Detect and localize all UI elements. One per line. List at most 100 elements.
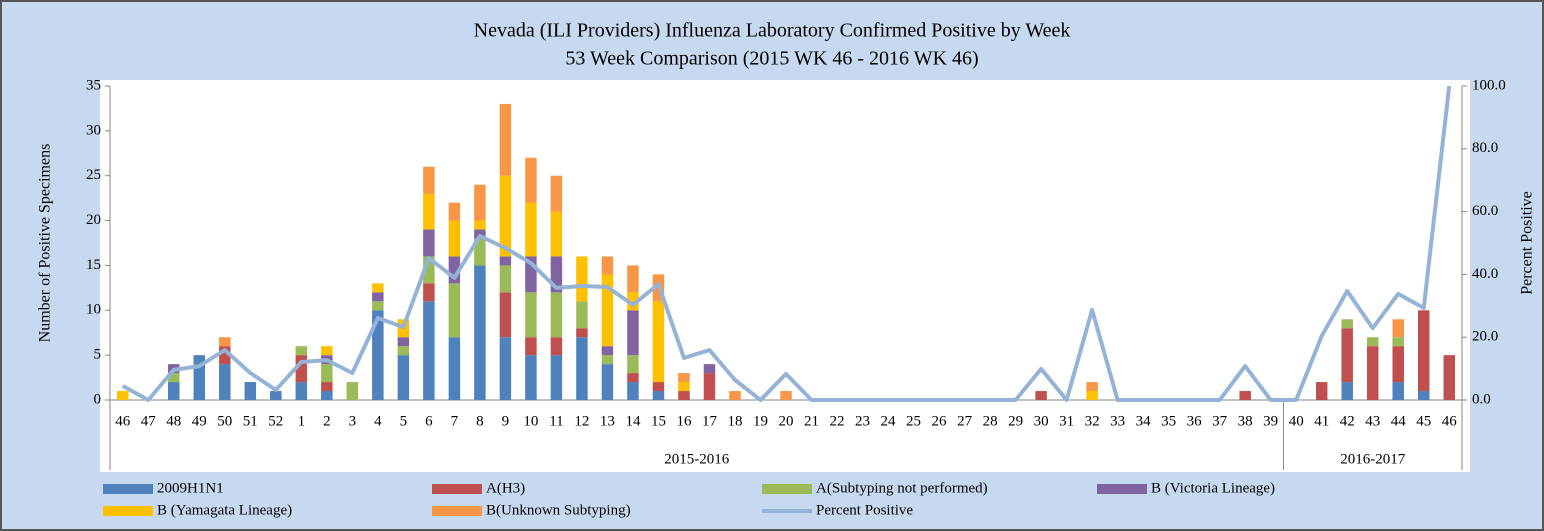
bar-segment [1366,337,1379,347]
bar-segment [219,364,231,400]
bar-segment [703,373,716,400]
legend-swatch [432,484,482,494]
bar-segment [576,328,588,338]
bar-segment [678,391,690,400]
legend-swatch [103,484,153,494]
bar-segment [1341,319,1353,329]
bar-segment [627,382,639,400]
group-label: 2016-2017 [1340,451,1405,467]
x-tick-label: 2 [323,413,331,429]
y2-tick-label: 20.0 [1472,329,1498,345]
x-tick-label: 10 [523,413,538,429]
y-tick-label: 35 [86,77,101,93]
bar-segment [1392,382,1404,400]
bar-segment [295,382,308,400]
x-tick-label: 28 [983,413,998,429]
x-tick-label: 25 [906,413,921,429]
bar-segment [1417,310,1430,392]
bar-segment [525,292,537,338]
bar-segment [321,391,333,400]
x-tick-label: 46 [1442,413,1458,429]
x-tick-label: 20 [779,413,794,429]
x-tick-label: 1 [298,413,306,429]
x-tick-label: 52 [268,413,283,429]
y2-axis-title: Percent Positive [1519,191,1536,295]
bar-segment [550,211,563,257]
x-tick-label: 21 [804,413,819,429]
y-tick-label: 20 [86,212,101,228]
bar-segment [525,337,537,356]
x-tick-label: 3 [349,413,357,429]
bar-segment [1443,355,1455,400]
bar-segment [270,391,282,400]
y2-tick-label: 40.0 [1472,266,1498,282]
plot-area [100,80,1470,472]
bar-segment [372,292,384,302]
x-tick-label: 26 [932,413,948,429]
x-tick-label: 9 [502,413,510,429]
x-tick-label: 15 [651,413,666,429]
x-tick-label: 22 [830,413,845,429]
x-tick-label: 48 [166,413,181,429]
bar-segment [397,346,410,356]
x-tick-label: 43 [1365,413,1380,429]
bar-segment [678,373,690,383]
bar-segment [423,193,435,230]
bar-segment [550,292,563,338]
bar-segment [1341,382,1353,400]
x-tick-label: 40 [1289,413,1304,429]
y2-tick-label: 60.0 [1472,203,1498,219]
x-tick-label: 50 [217,413,232,429]
bar-segment [321,382,333,392]
bar-segment [372,283,384,293]
chart-subtitle: 53 Week Comparison (2015 WK 46 - 2016 WK… [565,48,978,70]
y2-tick-label: 100.0 [1472,77,1506,93]
bar-segment [576,301,588,329]
x-tick-label: 27 [957,413,973,429]
bar-segment [321,346,333,356]
x-tick-label: 6 [425,413,433,429]
bar-segment [474,229,486,239]
x-tick-label: 34 [1136,413,1152,429]
bar-segment [193,355,206,400]
bar-segment [1341,328,1353,383]
x-tick-label: 45 [1416,413,1431,429]
x-tick-label: 51 [243,413,258,429]
bar-segment [219,337,231,347]
legend-swatch [1097,484,1147,494]
y2-tick-label: 0.0 [1472,391,1491,407]
bar-segment [525,202,537,257]
legend-label: B (Yamagata Lineage) [157,502,292,518]
group-label: 2015-2016 [664,451,729,467]
bar-segment [499,175,512,257]
bar-segment [448,337,461,400]
legend-label: 2009H1N1 [157,480,224,496]
bar-segment [423,256,435,284]
bar-segment [703,364,716,374]
x-tick-label: 4 [374,413,382,429]
x-tick-label: 49 [192,413,207,429]
x-tick-label: 46 [115,413,131,429]
bar-segment [678,382,690,392]
bar-segment [550,337,563,356]
x-tick-label: 7 [451,413,459,429]
y-tick-label: 25 [86,167,101,183]
legend-label: A(Subtyping not performed) [816,480,988,496]
y2-tick-label: 80.0 [1472,140,1498,156]
bar-segment [525,355,537,400]
x-tick-label: 23 [855,413,870,429]
bar-segment [627,265,639,293]
legend-label: Percent Positive [816,502,913,518]
x-tick-label: 32 [1085,413,1100,429]
legend-label: B(Unknown Subtyping) [486,502,631,518]
x-tick-label: 17 [702,413,718,429]
legend-label: B (Victoria Lineage) [1151,480,1275,496]
bar-segment [219,346,231,365]
bar-segment [652,391,665,400]
bar-segment [448,256,461,284]
x-tick-label: 24 [881,413,897,429]
bar-segment [576,256,588,302]
x-tick-label: 41 [1314,413,1329,429]
bar-segment [1417,391,1430,400]
